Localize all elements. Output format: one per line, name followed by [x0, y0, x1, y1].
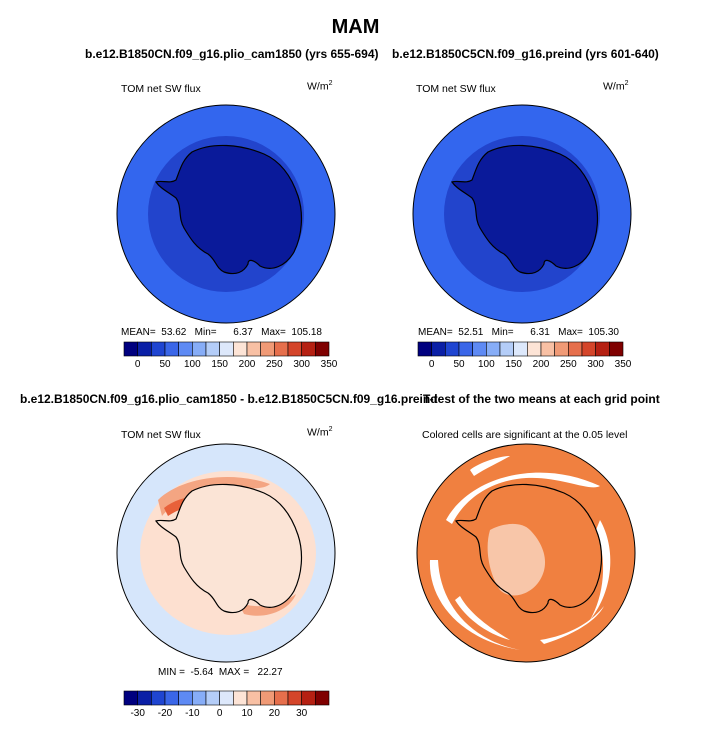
colorbar1-tick-label: 100 [184, 359, 201, 370]
colorbar1-swatch [151, 341, 166, 357]
colorbar3-swatch [137, 690, 152, 706]
panel3-units: W/m2 [307, 426, 333, 439]
panel2-units: W/m2 [603, 80, 629, 93]
colorbar2-swatch [595, 341, 610, 357]
colorbar2-tick-label: 150 [505, 359, 522, 370]
colorbar2-tick-label: 350 [615, 359, 632, 370]
colorbar3-swatch [301, 690, 316, 706]
colorbar3-tick-label: 30 [296, 708, 308, 719]
panel1-stats: MEAN= 53.62 Min= 6.37 Max= 105.18 [121, 327, 322, 338]
colorbar2-tick-label: 50 [453, 359, 465, 370]
colorbar1-swatch [233, 341, 248, 357]
panel2-map [412, 104, 632, 324]
panel3-variable: TOM net SW flux [121, 429, 201, 441]
colorbar3-swatch [287, 690, 302, 706]
colorbar-panel3: -30 -20 -10 0 10 20 30 [123, 690, 330, 719]
colorbar2-swatch [417, 341, 432, 357]
panel3-map [116, 443, 336, 663]
colorbar2-swatch [499, 341, 514, 357]
panel2-case-title: b.e12.B1850C5CN.f09_g16.preind (yrs 601-… [392, 47, 659, 61]
colorbar-panel2: 0 50 100 150 200 250 300 350 [417, 341, 632, 370]
colorbar2-swatch [527, 341, 542, 357]
colorbar1-tick-label: 0 [135, 359, 141, 370]
colorbar1-tick-label: 200 [239, 359, 256, 370]
colorbar3-swatch [192, 690, 207, 706]
colorbar3-swatch [164, 690, 179, 706]
colorbar2-swatch [581, 341, 596, 357]
colorbar3-tick-label: 0 [217, 708, 223, 719]
colorbar3-swatch [260, 690, 275, 706]
panel1-case-title: b.e12.B1850CN.f09_g16.plio_cam1850 (yrs … [85, 47, 379, 61]
colorbar3-tick-label: 10 [241, 708, 253, 719]
colorbar3-swatch [315, 690, 330, 706]
colorbar2-swatch [609, 341, 624, 357]
colorbar3-swatch [246, 690, 261, 706]
colorbar3-tick-label: -10 [185, 708, 200, 719]
panel2-variable: TOM net SW flux [416, 83, 496, 95]
colorbar1-swatch [246, 341, 261, 357]
colorbar1-swatch [274, 341, 289, 357]
colorbar3-swatch [123, 690, 138, 706]
panel3-case-title: b.e12.B1850CN.f09_g16.plio_cam1850 - b.e… [20, 392, 438, 406]
panel4-map [416, 443, 636, 663]
page-title: MAM [331, 16, 380, 38]
colorbar1-swatch [315, 341, 330, 357]
colorbar-panel1: 0 50 100 150 200 250 300 350 [123, 341, 338, 370]
panel3-stats: MIN = -5.64 MAX = 22.27 [158, 667, 283, 678]
panel2-stats: MEAN= 52.51 Min= 6.31 Max= 105.30 [418, 327, 619, 338]
colorbar1-swatch [123, 341, 138, 357]
colorbar1-swatch [260, 341, 275, 357]
colorbar2-swatch [458, 341, 473, 357]
colorbar2-swatch [486, 341, 501, 357]
colorbar2-swatch [445, 341, 460, 357]
colorbar1-tick-label: 250 [266, 359, 283, 370]
colorbar2-swatch [513, 341, 528, 357]
panel1-units: W/m2 [307, 80, 333, 93]
colorbar1-swatch [301, 341, 316, 357]
colorbar2-swatch [540, 341, 555, 357]
colorbar2-swatch [431, 341, 446, 357]
colorbar1-swatch [178, 341, 193, 357]
colorbar3-swatch [233, 690, 248, 706]
colorbar1-tick-label: 150 [211, 359, 228, 370]
panel4-note: Colored cells are significant at the 0.0… [422, 429, 628, 441]
colorbar1-swatch [287, 341, 302, 357]
colorbar2-swatch [472, 341, 487, 357]
colorbar2-tick-label: 0 [429, 359, 435, 370]
colorbar2-swatch [568, 341, 583, 357]
colorbar3-swatch [219, 690, 234, 706]
colorbar3-swatch [205, 690, 220, 706]
colorbar1-swatch [219, 341, 234, 357]
colorbar1-swatch [192, 341, 207, 357]
panel1-map [116, 104, 336, 324]
colorbar3-tick-label: -20 [158, 708, 173, 719]
panel4-case-title: T-test of the two means at each grid poi… [423, 392, 660, 406]
colorbar2-tick-label: 250 [560, 359, 577, 370]
panel1-variable: TOM net SW flux [121, 83, 201, 95]
colorbar1-swatch [164, 341, 179, 357]
colorbar1-tick-label: 300 [293, 359, 310, 370]
colorbar2-tick-label: 100 [478, 359, 495, 370]
colorbar1-tick-label: 350 [321, 359, 338, 370]
colorbar1-tick-label: 50 [159, 359, 171, 370]
colorbar1-swatch [205, 341, 220, 357]
colorbar2-tick-label: 300 [587, 359, 604, 370]
colorbar2-swatch [554, 341, 569, 357]
colorbar1-swatch [137, 341, 152, 357]
colorbar2-tick-label: 200 [533, 359, 550, 370]
colorbar3-swatch [178, 690, 193, 706]
colorbar3-swatch [151, 690, 166, 706]
colorbar3-tick-label: 20 [269, 708, 281, 719]
colorbar3-swatch [274, 690, 289, 706]
colorbar3-tick-label: -30 [130, 708, 145, 719]
